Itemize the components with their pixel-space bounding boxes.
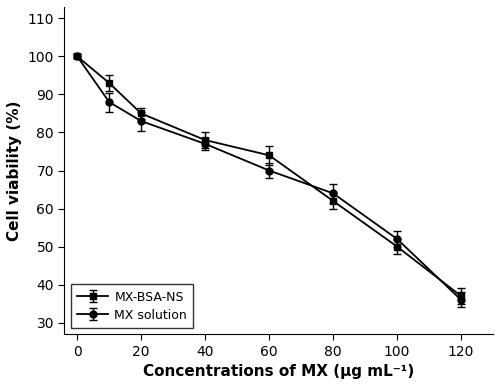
X-axis label: Concentrations of MX (μg mL⁻¹): Concentrations of MX (μg mL⁻¹) — [143, 364, 414, 379]
Y-axis label: Cell viability (%): Cell viability (%) — [7, 100, 22, 241]
Legend: MX-BSA-NS, MX solution: MX-BSA-NS, MX solution — [70, 284, 194, 328]
